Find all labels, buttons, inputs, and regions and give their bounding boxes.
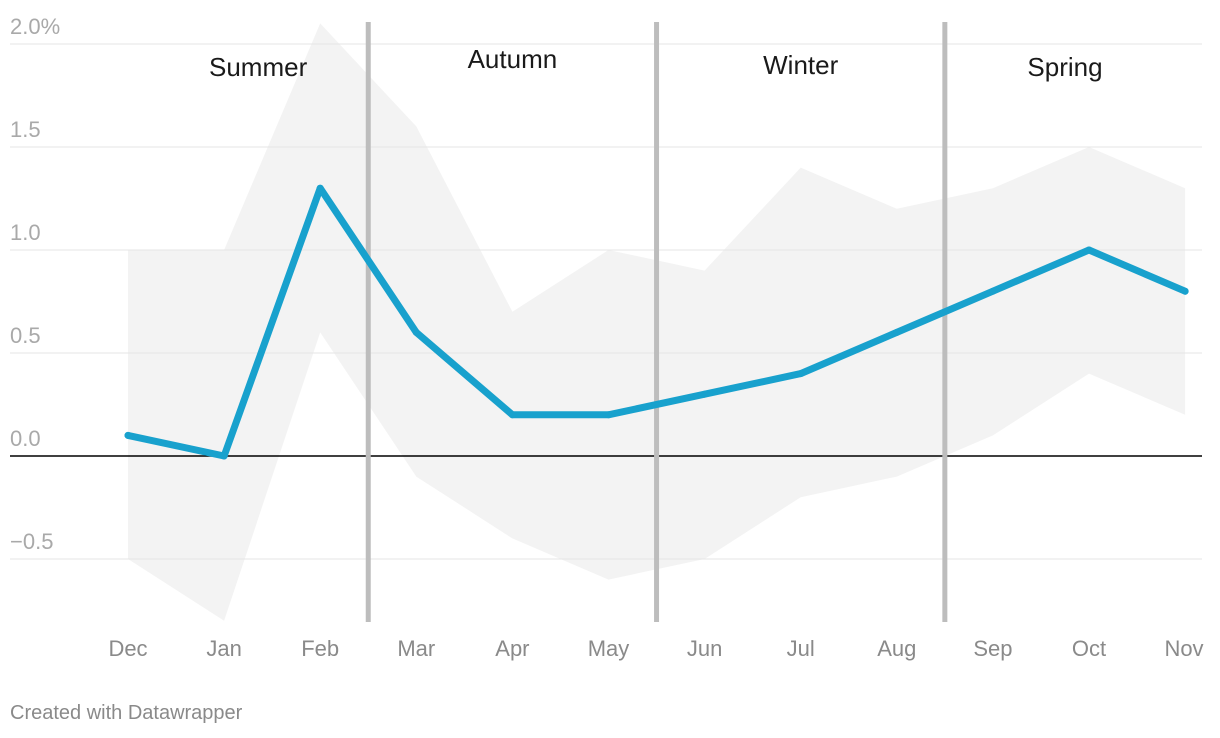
x-tick-label: Nov	[1164, 636, 1203, 661]
season-label: Autumn	[468, 44, 558, 74]
gridlines: 2.0% 1.5 1.0 0.5 0.0 −0.5	[10, 14, 1202, 560]
y-tick-label: 0.5	[10, 323, 41, 348]
data-point	[1085, 246, 1093, 254]
x-tick-label: Dec	[108, 636, 147, 661]
data-point	[605, 411, 612, 419]
season-label: Summer	[209, 52, 308, 82]
data-point	[893, 328, 901, 336]
season-label: Spring	[1027, 52, 1102, 82]
x-tick-label: Jan	[206, 636, 241, 661]
y-tick-label: 2.0%	[10, 14, 60, 39]
y-tick-label: 0.0	[10, 426, 41, 451]
data-point	[220, 452, 228, 460]
credit-text: Created with Datawrapper	[10, 702, 243, 724]
data-point	[989, 287, 997, 295]
data-point	[797, 370, 805, 378]
x-tick-label: Jun	[687, 636, 722, 661]
series-line	[124, 184, 1189, 460]
y-tick-label: 1.0	[10, 220, 41, 245]
data-point	[508, 411, 516, 419]
x-tick-label: Apr	[495, 636, 529, 661]
season-labels: Summer Autumn Winter Spring	[209, 44, 1103, 82]
data-point	[701, 390, 709, 398]
data-point	[124, 431, 132, 439]
data-point	[1181, 287, 1189, 295]
x-tick-label: Mar	[397, 636, 435, 661]
line-chart: 2.0%1.51.00.50.0−0.5 Summer Autumn Winter S…	[10, 14, 1204, 661]
x-tick-label: Jul	[787, 636, 815, 661]
season-label: Winter	[763, 50, 838, 80]
x-tick-label: May	[588, 636, 630, 661]
season-dividers	[365, 22, 948, 622]
y-tick-label: 1.5	[10, 117, 41, 142]
x-tick-label: Aug	[877, 636, 916, 661]
x-axis-ticks: Dec Jan Feb Mar Apr May Jun Jul Aug Sep Oct Nov	[108, 636, 1203, 661]
series-line-layer	[124, 184, 1189, 460]
x-tick-label: Oct	[1072, 636, 1106, 661]
x-tick-label: Feb	[301, 636, 339, 661]
data-point	[316, 184, 324, 192]
x-tick-label: Sep	[973, 636, 1012, 661]
data-point	[412, 328, 420, 336]
y-tick-label: −0.5	[10, 529, 53, 554]
